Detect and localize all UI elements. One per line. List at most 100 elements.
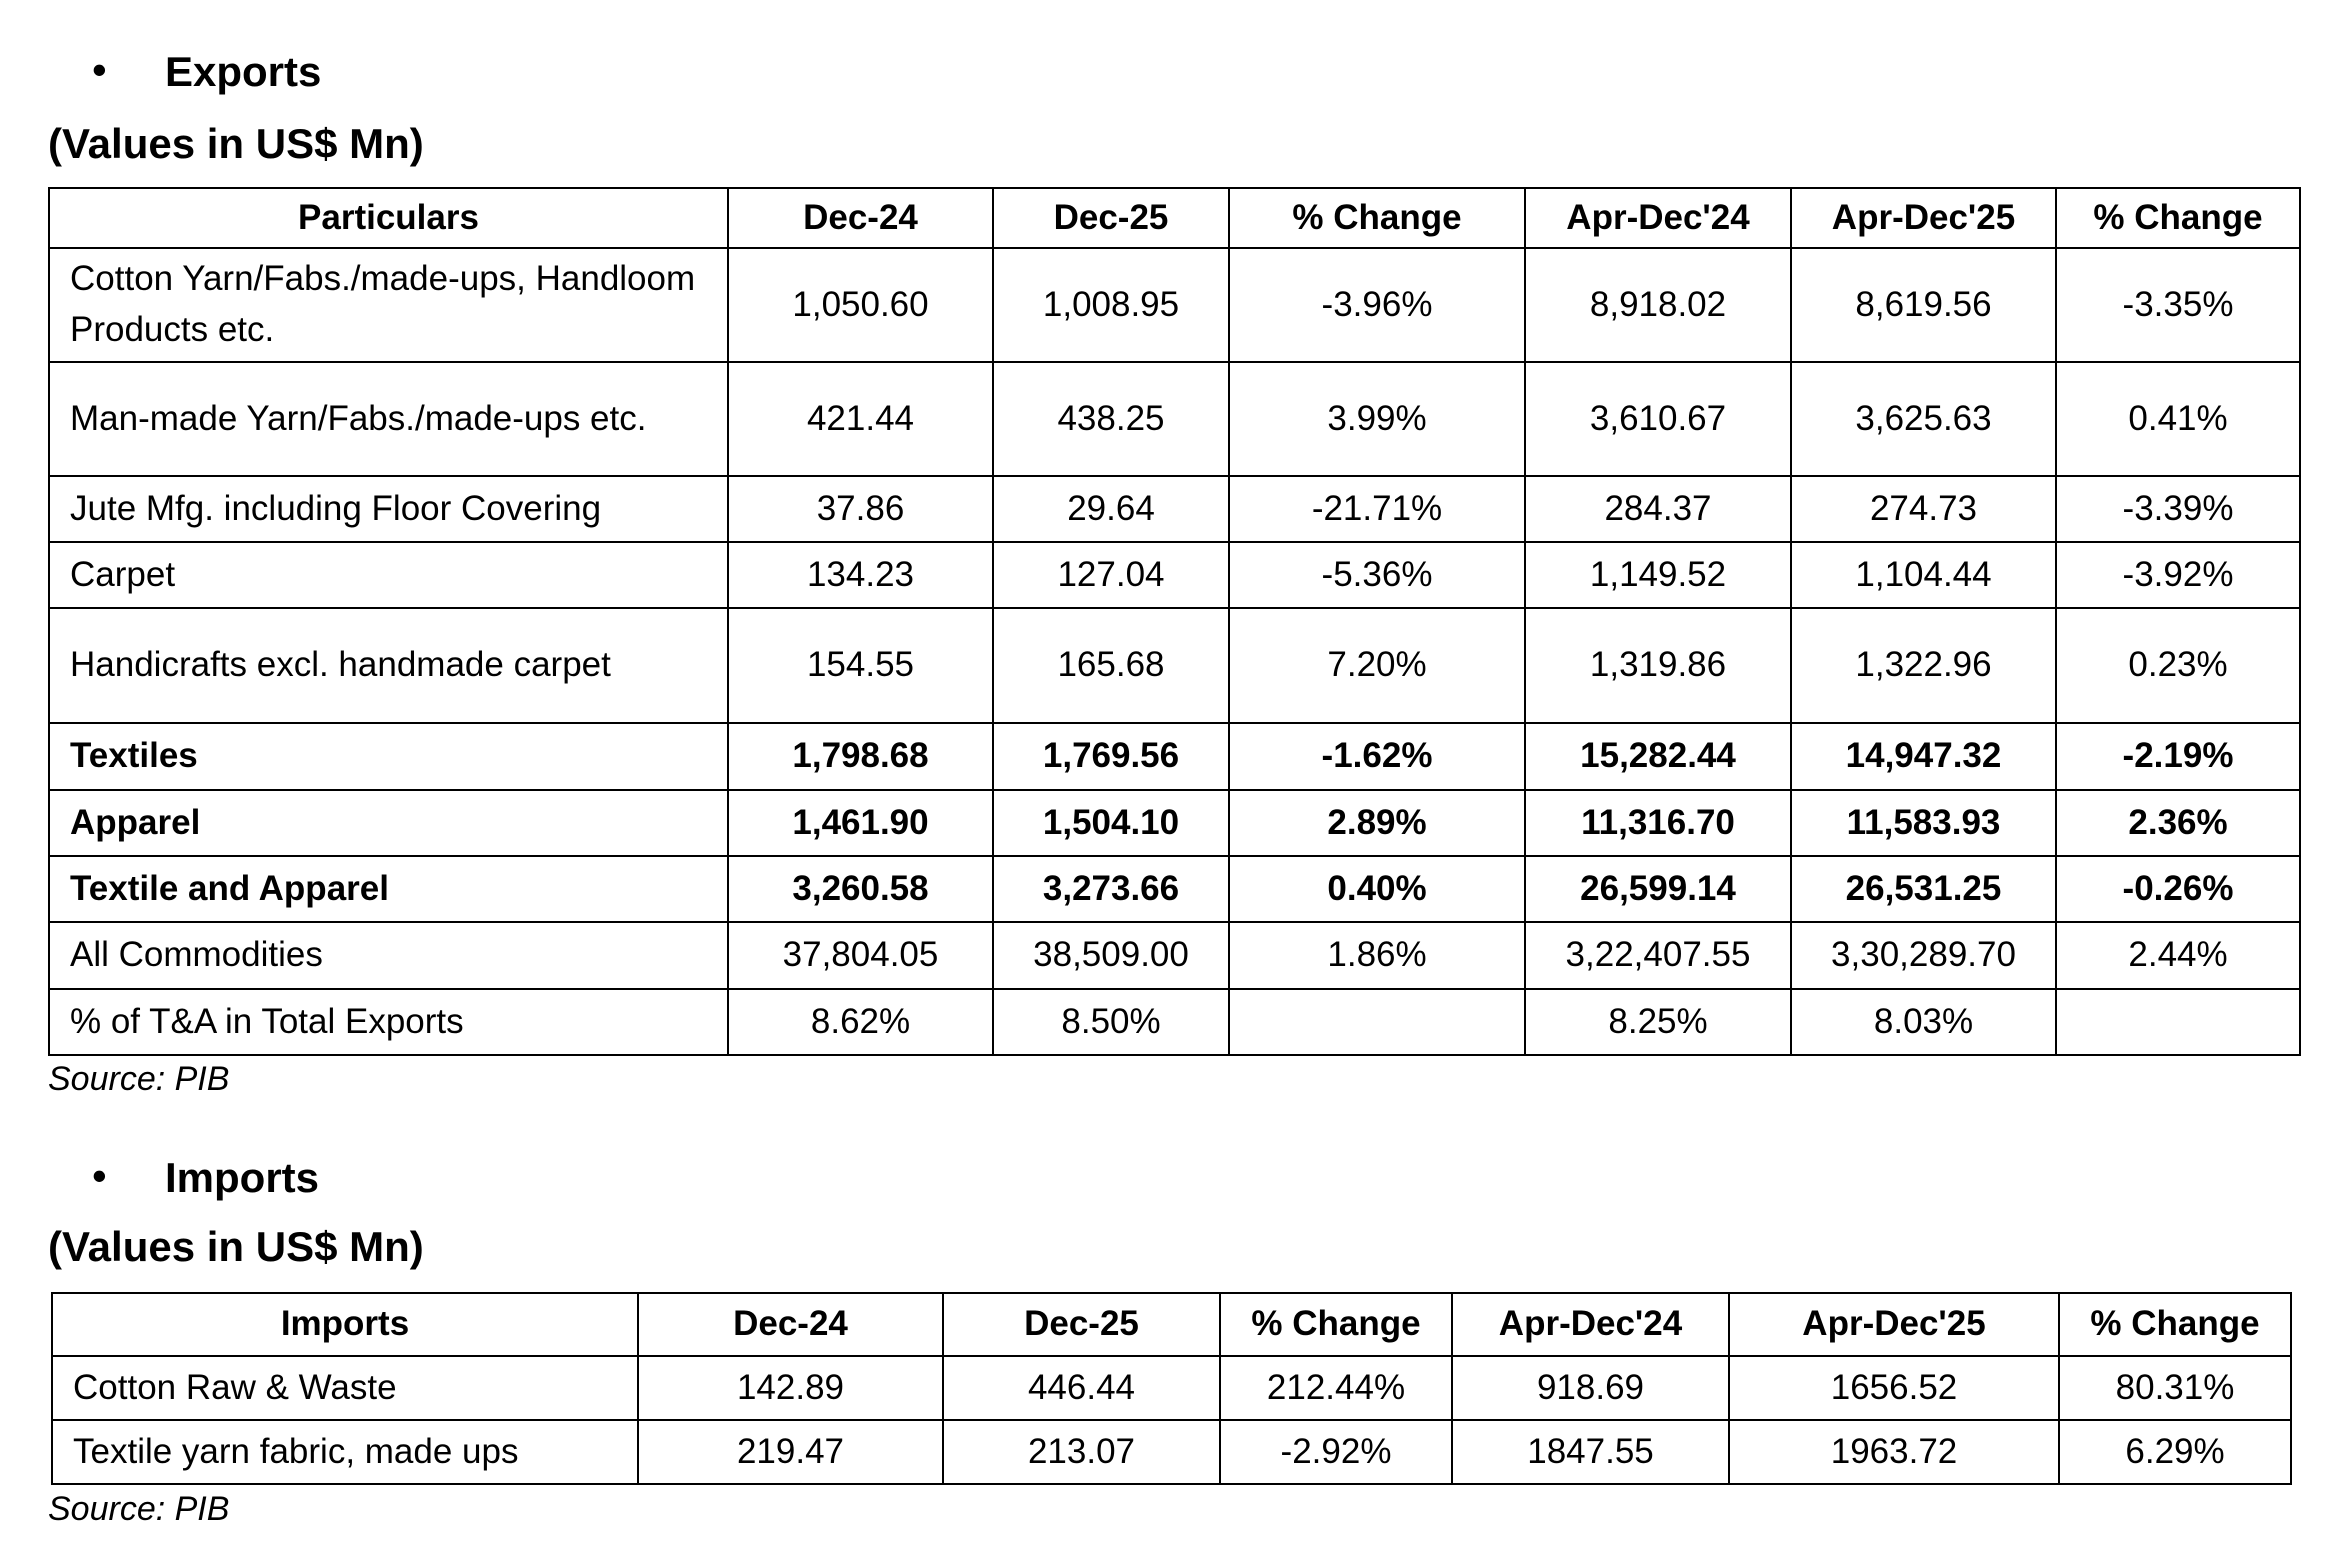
row-label: Cotton Raw & Waste [51, 1355, 639, 1421]
table-cell: 212.44% [1219, 1355, 1453, 1421]
source-note: Source: PIB [48, 1060, 230, 1098]
table-cell: 438.25 [992, 361, 1230, 477]
table-cell: 1656.52 [1728, 1355, 2060, 1421]
table-cell: 0.41% [2055, 361, 2301, 477]
table-cell: 1963.72 [1728, 1419, 2060, 1485]
source-note: Source: PIB [48, 1490, 230, 1528]
header-cell: Apr-Dec'24 [1451, 1292, 1730, 1357]
table-row: Textile and Apparel 3,260.58 3,273.66 0.40%… [48, 855, 2301, 923]
header-cell: % Change [2058, 1292, 2292, 1357]
table-cell: 8.25% [1524, 988, 1792, 1056]
table-cell: 3,273.66 [992, 855, 1230, 923]
table-cell: 7.20% [1228, 607, 1526, 724]
table-cell: 0.40% [1228, 855, 1526, 923]
header-cell: % Change [1228, 187, 1526, 249]
table-cell: 3,30,289.70 [1790, 921, 2057, 990]
table-row: Textile yarn fabric, made ups 219.47 213.0… [51, 1419, 2292, 1485]
header-cell: Dec-24 [637, 1292, 944, 1357]
bullet: • [92, 46, 107, 93]
table-cell: 1,008.95 [992, 247, 1230, 363]
table-row: Textiles 1,798.68 1,769.56 -1.62% 15,282.44 1… [48, 722, 2301, 791]
table-row: Man-made Yarn/Fabs./made-ups etc. 421.44 4… [48, 361, 2301, 477]
table-cell: -2.19% [2055, 722, 2301, 791]
row-label: Carpet [48, 541, 729, 609]
table-cell: 1,149.52 [1524, 541, 1792, 609]
table-cell: 2.89% [1228, 789, 1526, 857]
units-note: (Values in US$ Mn) [48, 1223, 424, 1270]
header-cell: Dec-24 [727, 187, 994, 249]
table-cell: 154.55 [727, 607, 994, 724]
row-label: Apparel [48, 789, 729, 857]
header-cell: Imports [51, 1292, 639, 1357]
table-cell: 3,625.63 [1790, 361, 2057, 477]
section-heading: Imports [165, 1154, 320, 1201]
table-cell: 421.44 [727, 361, 994, 477]
imports-table: Imports Dec-24 Dec-25% Change Apr-Dec'24 Apr… [51, 1292, 2292, 1485]
table-cell: 80.31% [2058, 1355, 2292, 1421]
table-row: Apparel 1,461.90 1,504.10 2.89% 11,316.70 11,… [48, 789, 2301, 857]
table-cell: 1,319.86 [1524, 607, 1792, 724]
table-cell: 11,583.93 [1790, 789, 2057, 857]
table-cell: -0.26% [2055, 855, 2301, 923]
table-cell: 3,260.58 [727, 855, 994, 923]
row-label: Man-made Yarn/Fabs./made-ups etc. [48, 361, 729, 477]
row-label: Handicrafts excl. handmade carpet [48, 607, 729, 724]
table-cell: 219.47 [637, 1419, 944, 1485]
header-cell: Particulars [48, 187, 729, 249]
table-cell: -3.39% [2055, 475, 2301, 543]
table-cell: 274.73 [1790, 475, 2057, 543]
table-cell: 29.64 [992, 475, 1230, 543]
table-cell: 127.04 [992, 541, 1230, 609]
table-cell: 446.44 [942, 1355, 1221, 1421]
table-cell: 213.07 [942, 1419, 1221, 1485]
table-row: Carpet 134.23 127.04 -5.36% 1,149.52 1,104.44… [48, 541, 2301, 609]
table-row: % of T&A in Total Exports 8.62% 8.50% 8.25%… [48, 988, 2301, 1056]
table-cell: 1,322.96 [1790, 607, 2057, 724]
table-row: Cotton Yarn/Fabs./made-ups, Handloom Pro… [48, 247, 2301, 363]
table-cell: 2.36% [2055, 789, 2301, 857]
bullet: • [92, 1152, 107, 1199]
table-cell: 37,804.05 [727, 921, 994, 990]
table-cell: -3.96% [1228, 247, 1526, 363]
header-cell: Apr-Dec'24 [1524, 187, 1792, 249]
table-cell: -21.71% [1228, 475, 1526, 543]
table-cell: 15,282.44 [1524, 722, 1792, 791]
table-cell: 3,610.67 [1524, 361, 1792, 477]
table-cell: -3.35% [2055, 247, 2301, 363]
table-cell: -5.36% [1228, 541, 1526, 609]
header-cell: Apr-Dec'25 [1728, 1292, 2060, 1357]
table-cell: 8.50% [992, 988, 1230, 1056]
table-cell: 3.99% [1228, 361, 1526, 477]
table-cell: 142.89 [637, 1355, 944, 1421]
header-row: Particulars Dec-24 Dec-25% Change Apr-Dec'2… [48, 187, 2301, 249]
table-cell: 38,509.00 [992, 921, 1230, 990]
table-cell: 3,22,407.55 [1524, 921, 1792, 990]
table-cell: 1,504.10 [992, 789, 1230, 857]
row-label: Textile yarn fabric, made ups [51, 1419, 639, 1485]
section-heading: Exports [165, 48, 322, 95]
table-row: All Commodities 37,804.05 38,509.00 1.86% 3,… [48, 921, 2301, 990]
table-cell: 1,461.90 [727, 789, 994, 857]
table-cell: 6.29% [2058, 1419, 2292, 1485]
table-cell: 165.68 [992, 607, 1230, 724]
table-cell: 1,798.68 [727, 722, 994, 791]
table-cell: 8.62% [727, 988, 994, 1056]
table-cell: 26,531.25 [1790, 855, 2057, 923]
table-cell: 14,947.32 [1790, 722, 2057, 791]
row-label: All Commodities [48, 921, 729, 990]
header-cell: Dec-25 [942, 1292, 1221, 1357]
table-cell: 1847.55 [1451, 1419, 1730, 1485]
units-note: (Values in US$ Mn) [48, 120, 424, 167]
table-row: Cotton Raw & Waste 142.89 446.44 212.44% 918… [51, 1355, 2292, 1421]
header-cell: % Change [2055, 187, 2301, 249]
table-cell: 1.86% [1228, 921, 1526, 990]
table-cell: 1,769.56 [992, 722, 1230, 791]
table-cell: -2.92% [1219, 1419, 1453, 1485]
table-cell: 0.23% [2055, 607, 2301, 724]
exports-table: Particulars Dec-24 Dec-25% Change Apr-Dec'2… [48, 187, 2301, 1056]
table-cell: -1.62% [1228, 722, 1526, 791]
table-cell: 8.03% [1790, 988, 2057, 1056]
header-cell: % Change [1219, 1292, 1453, 1357]
table-cell: 134.23 [727, 541, 994, 609]
